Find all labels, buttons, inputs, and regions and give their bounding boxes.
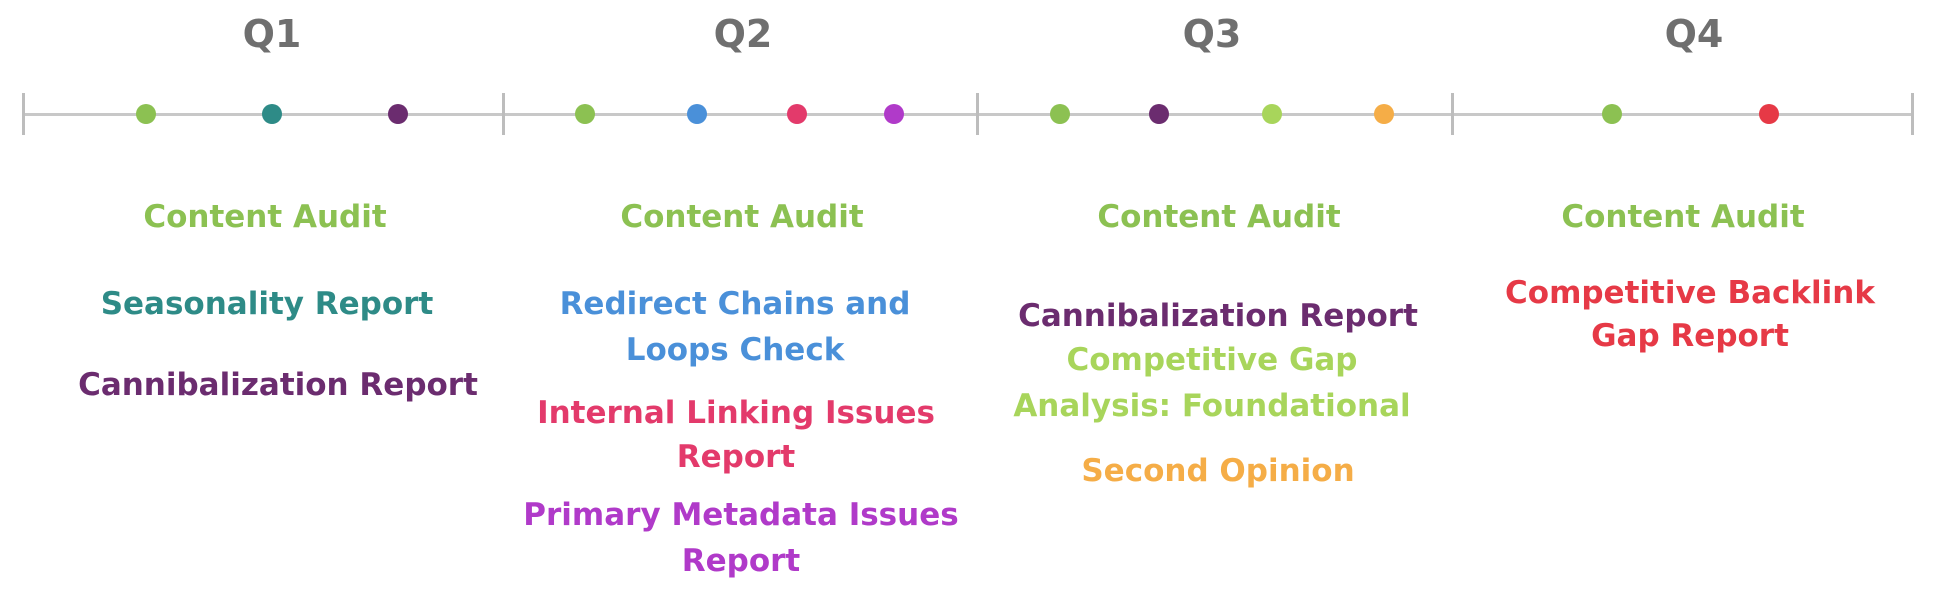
q2-item-redirect-chains: Redirect Chains and Loops Check [559, 286, 911, 368]
timeline-dot-q1-cannibalization-report [388, 104, 408, 124]
quarter-label-q4: Q4 [1664, 12, 1724, 56]
quarter-label-q1: Q1 [242, 12, 302, 56]
timeline-dot-q3-second-opinion [1374, 104, 1394, 124]
timeline-tick-q1-q2 [502, 93, 505, 135]
timeline-dot-q4-content-audit [1602, 104, 1622, 124]
q2-item-content-audit: Content Audit [620, 199, 864, 235]
timeline-dot-q2-redirect-chains [687, 104, 707, 124]
q4-item-content-audit: Content Audit [1561, 199, 1805, 235]
timeline-axis [24, 113, 1914, 116]
q1-item-content-audit: Content Audit [143, 199, 387, 235]
timeline-tick-q2-q3 [976, 93, 979, 135]
q3-item-competitive-gap: Competitive Gap Analysis: Foundational [1013, 342, 1411, 424]
q1-item-cannibalization-report: Cannibalization Report [78, 367, 478, 403]
timeline-dot-q3-content-audit [1050, 104, 1070, 124]
timeline-tick-q3-q4 [1451, 93, 1454, 135]
q4-item-competitive-backlink: Competitive Backlink Gap Report [1505, 275, 1875, 354]
q3-item-second-opinion: Second Opinion [1081, 453, 1355, 489]
timeline-dot-q4-competitive-backlink [1759, 104, 1779, 124]
q3-item-cannibalization-report: Cannibalization Report [1018, 298, 1418, 334]
quarter-label-q3: Q3 [1182, 12, 1242, 56]
timeline-dot-q2-primary-metadata [884, 104, 904, 124]
timeline-dot-q2-internal-linking [787, 104, 807, 124]
timeline-dot-q1-seasonality-report [262, 104, 282, 124]
quarter-label-q2: Q2 [713, 12, 773, 56]
timeline-tick-start [22, 93, 25, 135]
q2-item-internal-linking: Internal Linking Issues Report [537, 395, 935, 475]
q1-item-seasonality-report: Seasonality Report [100, 286, 434, 322]
timeline-tick-end [1911, 93, 1914, 135]
timeline-dot-q3-cannibalization-report [1149, 104, 1169, 124]
timeline-dot-q3-competitive-gap [1262, 104, 1282, 124]
timeline-dot-q1-content-audit [136, 104, 156, 124]
q2-item-primary-metadata: Primary Metadata Issues Report [523, 497, 959, 579]
timeline-dot-q2-content-audit [575, 104, 595, 124]
q3-item-content-audit: Content Audit [1097, 199, 1341, 235]
